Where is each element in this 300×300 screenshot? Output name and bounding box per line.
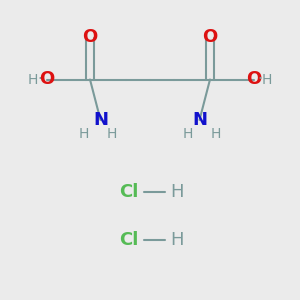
Text: H: H <box>170 183 184 201</box>
Text: H: H <box>170 231 184 249</box>
Text: Cl: Cl <box>119 231 139 249</box>
Text: O: O <box>82 28 98 46</box>
Text: O: O <box>246 70 261 88</box>
Text: H: H <box>79 127 89 140</box>
Text: H: H <box>107 127 117 140</box>
Text: ·: · <box>258 72 262 87</box>
Text: N: N <box>93 111 108 129</box>
Text: H: H <box>211 127 221 140</box>
Text: O: O <box>202 28 217 46</box>
Text: ·: · <box>37 72 42 87</box>
Text: H: H <box>262 73 272 86</box>
Text: H: H <box>28 73 38 86</box>
Text: Cl: Cl <box>119 183 139 201</box>
Text: H: H <box>183 127 193 140</box>
Text: O: O <box>39 70 54 88</box>
Text: N: N <box>192 111 207 129</box>
